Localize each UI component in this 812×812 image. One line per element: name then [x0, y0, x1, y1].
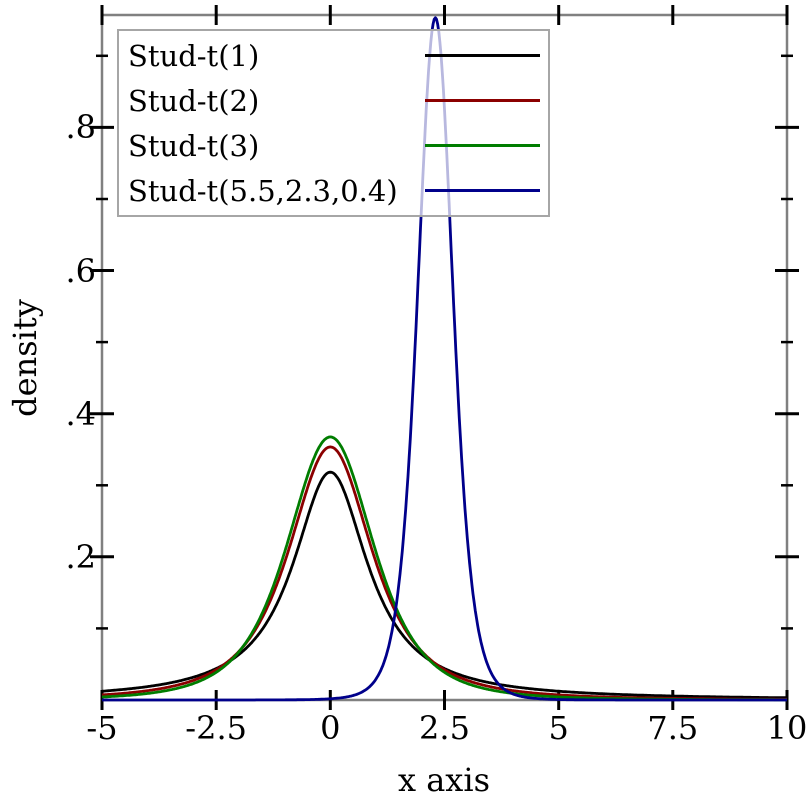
legend-label: Stud-t(3) [128, 128, 260, 163]
y-tick-label: .2 [65, 537, 96, 576]
curve-stud-t-1- [101, 470, 788, 700]
y-tick-label: .4 [65, 394, 96, 433]
x-tick-label: 10 [766, 709, 808, 747]
legend-row: Stud-t(5.5,2.3,0.4) [128, 168, 540, 213]
x-axis-title: x axis [398, 761, 490, 799]
x-tick-label: 5 [548, 709, 569, 747]
legend-line-sample [425, 189, 540, 192]
legend-label: Stud-t(1) [128, 38, 260, 73]
x-tick-label: -5 [86, 709, 118, 747]
legend-row: Stud-t(3) [128, 123, 540, 168]
x-tick-label: 7.5 [647, 709, 699, 747]
legend: Stud-t(1) Stud-t(2) Stud-t(3) Stud-t(5.5,2.… [117, 29, 550, 217]
legend-row: Stud-t(1) [128, 33, 540, 78]
x-tick-label: 2.5 [419, 709, 470, 747]
x-tick-label: -2.5 [185, 709, 248, 747]
legend-line-sample [425, 99, 540, 102]
legend-line-sample [425, 144, 540, 147]
legend-line-sample [425, 54, 540, 57]
x-tick-label: 0 [320, 709, 341, 747]
legend-label: Stud-t(2) [128, 83, 260, 118]
y-tick-label: .6 [65, 251, 96, 290]
legend-row: Stud-t(2) [128, 78, 540, 123]
y-axis-title: density [6, 299, 44, 417]
y-tick-label: .8 [65, 108, 96, 147]
curve-stud-t-2- [101, 445, 788, 701]
curve-stud-t-3- [101, 435, 788, 702]
legend-label: Stud-t(5.5,2.3,0.4) [128, 173, 398, 208]
